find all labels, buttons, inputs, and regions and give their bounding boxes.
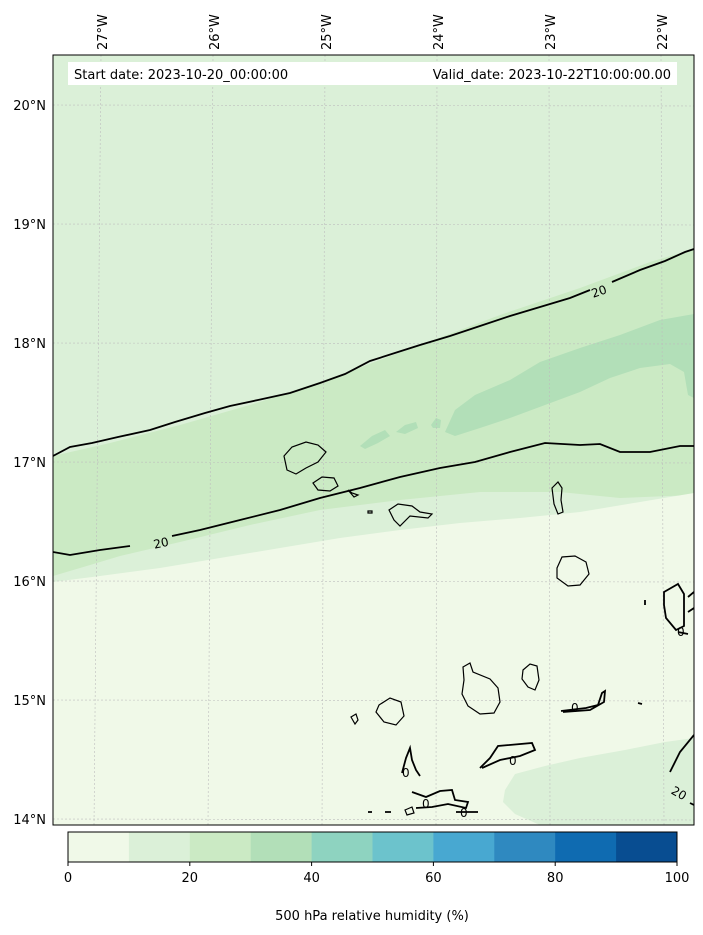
lat-tick-label: 16°N [13,575,46,590]
colorbar-segment [128,832,191,862]
contour-0 [401,744,421,777]
colorbar-tick-label: 20 [182,871,199,886]
contour-label: 0 [460,806,468,820]
rh-patch [360,430,390,449]
island [461,662,501,715]
colorbar-tick-label: 60 [425,871,442,886]
island [312,476,339,492]
humidity-field: 20 20 20 0 0 0 0 0 0 [53,55,694,825]
colorbar-segment [372,832,434,862]
contour-label: 0 [571,701,579,715]
valid-date-label: Valid_date: 2023-10-22T10:00:00.00 [433,68,671,83]
rh-band-30-40 [445,314,694,436]
longitude-labels: 27°W 26°W 25°W 24°W 23°W 22°W [96,14,671,50]
contour-label: 0 [509,754,517,768]
colorbar-segment [68,832,130,862]
contour-label: 20 [669,783,689,803]
contour-20-southeast [669,734,694,806]
date-banner-background [68,62,677,85]
contour-0 [560,689,607,713]
lat-tick-label: 19°N [13,218,46,233]
contour-label: 0 [677,625,685,639]
contour-label: 0 [402,766,410,780]
contour-0 [663,582,685,632]
colorbar-segments [68,832,678,862]
rh-band-20-30 [53,249,694,576]
lon-tick-label: 24°W [432,14,447,50]
lat-tick-label: 20°N [13,99,46,114]
lat-tick-label: 15°N [13,694,46,709]
island [551,481,564,515]
contour-20-north [53,248,694,457]
contour-0 [479,742,537,769]
island [367,510,373,514]
lat-tick-label: 14°N [13,813,46,828]
lat-tick-label: 17°N [13,456,46,471]
colorbar-frame [67,831,678,863]
contour-labels: 20 20 20 0 0 0 0 0 0 [152,282,689,820]
colorbar-segment [189,832,252,862]
latitude-labels: 20°N 19°N 18°N 17°N 16°N 15°N 14°N [13,99,46,828]
colorbar-segment [555,832,617,862]
lon-tick-label: 26°W [208,14,223,50]
colorbar-segment [494,832,556,862]
rh-band-0-10 [53,493,694,825]
colorbar-segment [311,832,373,862]
coastlines [283,441,590,816]
colorbar-tick-label: 0 [64,871,72,886]
colorbar: 0 20 40 60 80 100 500 hPa relative humidity (… [64,831,690,924]
graticule [53,55,694,825]
rh-patch-southeast [503,738,694,825]
contour-lines [53,248,694,813]
contour-0 [637,600,646,705]
contour-20-south [53,442,694,556]
island [521,663,540,691]
start-date-label: Start date: 2023-10-20_00:00:00 [74,68,288,83]
island [556,555,590,587]
date-banner: Start date: 2023-10-20_00:00:00 Valid_da… [68,62,677,85]
contour-label: 20 [590,282,609,300]
colorbar-tick-label: 40 [303,871,320,886]
colorbar-tick-label: 80 [547,871,564,886]
lon-tick-label: 25°W [320,14,335,50]
colorbar-tick-label: 100 [665,871,690,886]
lon-tick-label: 23°W [544,14,559,50]
map-frame [52,54,695,826]
contour-label: 0 [422,797,430,811]
contour-0 [677,591,694,635]
island [375,697,405,726]
colorbar-segment [433,832,495,862]
rh-patch [396,422,418,434]
lat-tick-label: 18°N [13,337,46,352]
rh-patch [431,418,441,428]
colorbar-segment [250,832,313,862]
island [404,806,415,816]
colorbar-label: 500 hPa relative humidity (%) [275,909,469,924]
colorbar-ticks: 0 20 40 60 80 100 [64,862,690,886]
island [283,441,327,475]
island [347,489,360,498]
lon-tick-label: 27°W [96,14,111,50]
lon-tick-label: 22°W [656,14,671,50]
contour-0 [368,789,478,813]
island [388,503,434,527]
island [350,713,359,726]
contour-label: 20 [152,535,170,552]
colorbar-segment [616,832,678,862]
